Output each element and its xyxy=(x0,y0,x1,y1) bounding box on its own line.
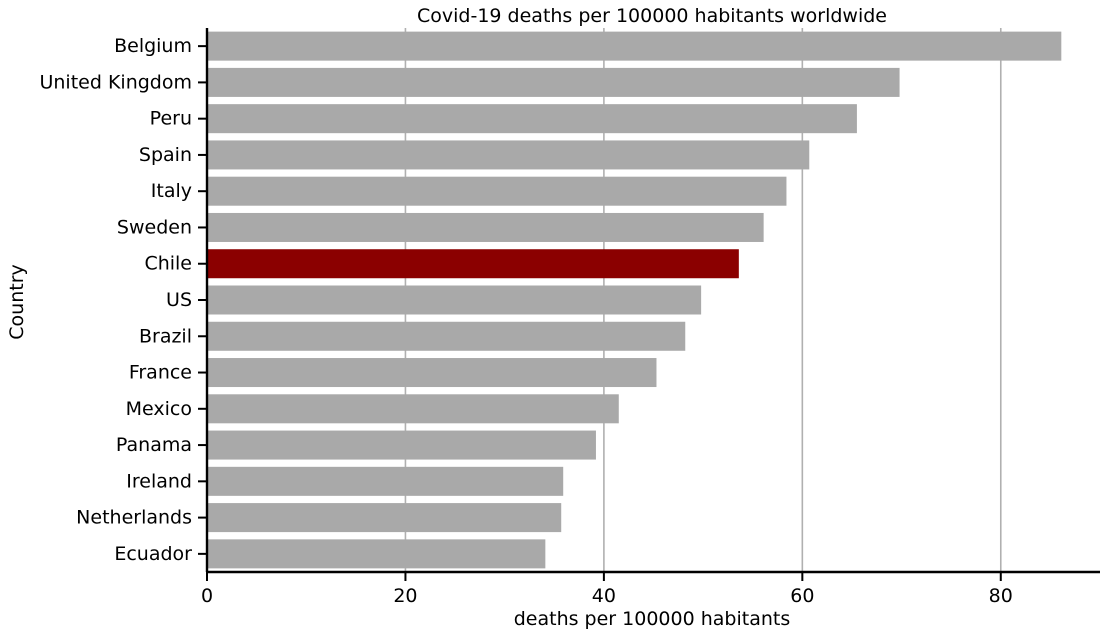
bar-france xyxy=(207,358,657,388)
bar-ireland xyxy=(207,466,564,496)
x-axis-label: deaths per 100000 habitants xyxy=(514,608,791,630)
bar-us xyxy=(207,285,702,315)
x-tick-label-80: 80 xyxy=(989,585,1013,607)
y-tick-label-ecuador: Ecuador xyxy=(114,543,192,565)
bar-italy xyxy=(207,176,787,206)
y-tick-label-belgium: Belgium xyxy=(114,35,192,57)
bar-ecuador xyxy=(207,539,546,569)
y-tick-label-panama: Panama xyxy=(116,434,192,456)
bar-sweden xyxy=(207,212,764,242)
bar-brazil xyxy=(207,321,686,351)
bar-chile xyxy=(207,249,739,279)
y-tick-label-united-kingdom: United Kingdom xyxy=(39,71,192,93)
bar-mexico xyxy=(207,394,619,424)
y-tick-label-spain: Spain xyxy=(139,144,192,166)
x-tick-label-0: 0 xyxy=(201,585,213,607)
y-tick-label-netherlands: Netherlands xyxy=(76,507,192,529)
y-tick-label-ireland: Ireland xyxy=(126,470,192,492)
y-tick-label-italy: Italy xyxy=(151,180,192,202)
bar-belgium xyxy=(207,31,1062,61)
x-axis-ticks: 0 20 40 60 80 xyxy=(201,572,1013,607)
y-tick-label-chile: Chile xyxy=(144,253,192,275)
y-tick-label-france: France xyxy=(129,362,192,384)
y-tick-label-us: US xyxy=(166,289,192,311)
chart-title: Covid-19 deaths per 100000 habitants wor… xyxy=(417,5,887,27)
x-tick-label-40: 40 xyxy=(592,585,616,607)
y-axis-label: Country xyxy=(6,264,28,339)
y-tick-label-mexico: Mexico xyxy=(126,398,192,420)
y-tick-label-sweden: Sweden xyxy=(117,216,192,238)
bar-united-kingdom xyxy=(207,67,900,97)
bar-spain xyxy=(207,140,810,170)
bar-panama xyxy=(207,430,596,460)
bar-peru xyxy=(207,104,857,134)
y-tick-label-peru: Peru xyxy=(150,108,192,130)
x-tick-label-20: 20 xyxy=(393,585,417,607)
bars xyxy=(207,31,1062,569)
y-tick-label-brazil: Brazil xyxy=(139,325,192,347)
bar-netherlands xyxy=(207,503,562,533)
y-axis-ticks: Belgium United Kingdom Peru Spain Italy Swede… xyxy=(39,35,207,565)
x-tick-label-60: 60 xyxy=(790,585,814,607)
